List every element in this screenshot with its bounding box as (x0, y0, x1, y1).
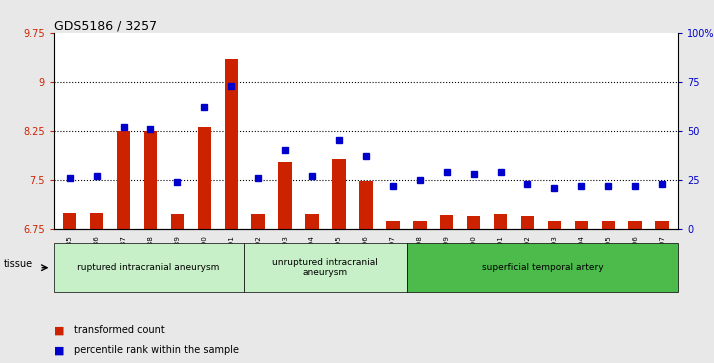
Bar (63, 213, 76, 229)
Text: unruptured intracranial
aneurysm: unruptured intracranial aneurysm (272, 258, 378, 277)
Text: ruptured intracranial aneurysm: ruptured intracranial aneurysm (77, 263, 220, 272)
Text: ■: ■ (54, 345, 64, 355)
Text: percentile rank within the sample: percentile rank within the sample (74, 345, 238, 355)
Bar (628, 221, 642, 229)
Bar (251, 214, 265, 229)
Bar (117, 131, 130, 229)
Bar (655, 221, 669, 229)
Bar (198, 127, 211, 229)
Text: ■: ■ (54, 325, 64, 335)
Text: transformed count: transformed count (74, 325, 164, 335)
Bar (440, 215, 453, 229)
Text: superficial temporal artery: superficial temporal artery (482, 263, 603, 272)
Bar (386, 221, 400, 229)
Text: tissue: tissue (4, 259, 33, 269)
Bar (521, 216, 534, 229)
Bar (171, 214, 184, 229)
Bar (144, 131, 157, 229)
Bar (602, 221, 615, 229)
Text: GDS5186 / 3257: GDS5186 / 3257 (54, 20, 156, 33)
Bar (467, 216, 481, 229)
Bar (494, 214, 508, 229)
Bar (548, 221, 561, 229)
Bar (413, 221, 426, 229)
Bar (90, 213, 104, 229)
Bar (224, 59, 238, 229)
Bar (575, 221, 588, 229)
Bar (278, 162, 292, 229)
Bar (332, 159, 346, 229)
Bar (306, 214, 318, 229)
Bar (359, 181, 373, 229)
